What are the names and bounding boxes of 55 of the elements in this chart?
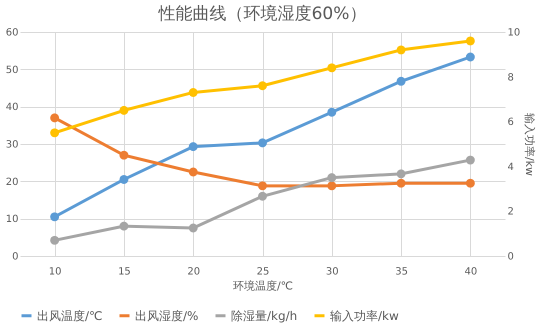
y2-tick-label: 2: [508, 206, 514, 218]
point: [50, 236, 60, 245]
point: [119, 106, 128, 115]
point: [119, 175, 128, 184]
y-tick-label: 10: [6, 214, 18, 226]
point: [258, 138, 267, 148]
x-tick-label: 25: [256, 266, 270, 278]
chart-title: 性能曲线（环境湿度60%）: [158, 4, 366, 24]
point: [466, 36, 475, 46]
legend-label: 除湿量/kg/h: [231, 308, 298, 323]
point: [466, 178, 475, 188]
x-tick-label: 10: [48, 266, 62, 278]
x-tick-label: 35: [395, 266, 408, 278]
legend-label: 输入功率/kw: [330, 308, 399, 323]
point: [258, 192, 267, 201]
point: [327, 173, 336, 182]
y-tick-label: 40: [6, 102, 18, 114]
point: [396, 169, 406, 178]
y2-tick-label: 8: [508, 72, 514, 84]
y2-tick-label: 10: [508, 28, 520, 38]
point: [466, 156, 475, 165]
point: [327, 181, 336, 190]
x-tick-label: 30: [326, 266, 339, 278]
point: [188, 224, 198, 232]
y-tick-label: 50: [6, 64, 18, 76]
y2-tick-label: 0: [508, 252, 514, 262]
point: [50, 212, 60, 222]
y-tick-label: 30: [6, 140, 18, 150]
legend-label: 出风温度/℃: [37, 308, 103, 323]
point: [327, 108, 336, 117]
x-axis-title: 环境温度/℃: [232, 280, 294, 292]
point: [188, 88, 198, 97]
point: [327, 63, 336, 72]
point: [188, 168, 198, 176]
x-tick-label: 40: [464, 266, 478, 278]
y2-axis-title: 输入功率/kw: [523, 112, 536, 176]
y-tick-label: 0: [12, 252, 18, 262]
point: [50, 113, 60, 122]
point: [258, 81, 267, 90]
point: [119, 222, 128, 231]
x-tick-label: 20: [187, 266, 200, 278]
point: [119, 150, 128, 160]
y2-tick-label: 4: [508, 162, 514, 173]
x-tick-label: 15: [118, 266, 131, 278]
point: [466, 52, 475, 62]
point: [258, 181, 267, 190]
legend-label: 出风湿度/%: [135, 308, 198, 323]
point: [396, 178, 406, 188]
y2-tick-label: 6: [508, 117, 514, 128]
y-tick-label: 60: [6, 28, 18, 38]
y-tick-label: 20: [6, 176, 18, 188]
point: [396, 76, 406, 86]
point: [396, 45, 406, 54]
point: [188, 142, 198, 152]
point: [50, 128, 60, 138]
